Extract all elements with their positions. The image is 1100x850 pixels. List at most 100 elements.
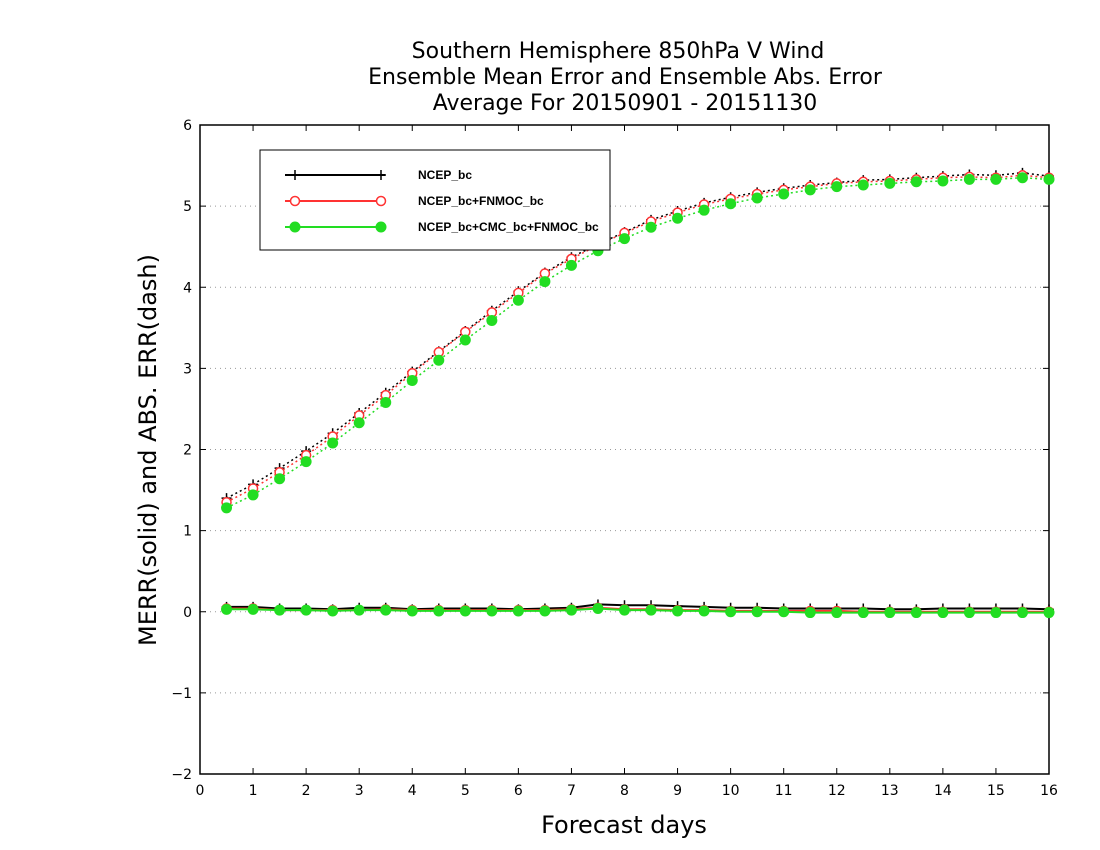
abs-err-point <box>1016 172 1028 184</box>
abs-err-point <box>672 212 684 224</box>
abs-err-point <box>486 315 498 327</box>
legend-item: NCEP_bc+CMC_bc+FNMOC_bc <box>285 220 599 234</box>
x-tick-label: 1 <box>249 783 258 799</box>
merr-point <box>592 603 604 615</box>
x-tick-label: 13 <box>881 783 899 799</box>
merr-point <box>963 607 975 619</box>
merr-point <box>274 604 286 616</box>
y-tick-label: 6 <box>183 118 192 134</box>
abs-err-point <box>380 396 392 408</box>
y-tick-label: 5 <box>183 199 192 215</box>
abs-err-point <box>247 489 259 501</box>
legend-item: NCEP_bc+FNMOC_bc <box>285 194 544 208</box>
merr-point <box>353 604 365 616</box>
merr-point <box>937 607 949 619</box>
abs-err-point <box>353 417 365 429</box>
merr-point <box>751 606 763 618</box>
merr-point <box>565 604 577 616</box>
series-2 <box>221 172 1055 619</box>
x-tick-label: 15 <box>987 783 1005 799</box>
legend-right-point <box>375 221 387 233</box>
x-tick-label: 11 <box>775 783 793 799</box>
chart-title-line-2: Ensemble Mean Error and Ensemble Abs. Er… <box>368 65 883 90</box>
legend: NCEP_bc NCEP_bc+FNMOC_bc NCEP_bc+CMC_bc+FN… <box>259 149 611 251</box>
x-tick-label: 4 <box>408 783 417 799</box>
merr-point <box>1016 607 1028 619</box>
merr-point <box>1043 607 1055 619</box>
merr-point <box>725 606 737 618</box>
legend-right-point <box>375 195 387 207</box>
legend-left-point <box>289 195 301 207</box>
abs-err-point <box>937 175 949 187</box>
x-tick-label: 7 <box>567 783 576 799</box>
merr-point <box>698 605 710 617</box>
abs-err-point <box>1043 173 1055 185</box>
abs-err-point <box>539 276 551 288</box>
x-tick-label: 5 <box>461 783 470 799</box>
legend-label: NCEP_bc+CMC_bc+FNMOC_bc <box>418 220 599 234</box>
merr-point <box>327 605 339 617</box>
abs-err-point <box>910 176 922 188</box>
merr-point <box>778 606 790 618</box>
abs-err-point <box>406 375 418 387</box>
x-tick-label: 10 <box>722 783 740 799</box>
x-tick-label: 2 <box>302 783 311 799</box>
merr-point <box>459 605 471 617</box>
abs-err-point <box>645 221 657 233</box>
merr-point <box>300 604 312 616</box>
x-tick-label: 16 <box>1040 783 1058 799</box>
legend-right-point <box>376 170 386 180</box>
y-tick-label: 4 <box>183 280 192 296</box>
abs-err-point <box>778 188 790 200</box>
legend-item: NCEP_bc <box>285 168 472 182</box>
y-tick-label: −1 <box>171 686 192 702</box>
x-tick-label: 14 <box>934 783 952 799</box>
legend-label: NCEP_bc <box>418 168 472 182</box>
gridlines <box>200 205 1049 694</box>
merr-point <box>645 604 657 616</box>
merr-point <box>884 607 896 619</box>
abs-err-point <box>990 173 1002 185</box>
abs-err-point <box>512 294 524 306</box>
y-tick-label: 2 <box>183 443 192 459</box>
abs-err-point <box>221 502 233 514</box>
x-tick-label: 0 <box>196 783 205 799</box>
merr-point <box>619 604 630 616</box>
merr-point <box>857 607 869 619</box>
x-tick-label: 8 <box>620 783 629 799</box>
series-layer <box>221 167 1055 619</box>
y-tick-label: 1 <box>183 524 192 540</box>
legend-left-point <box>290 170 300 180</box>
abs-err-point <box>804 184 816 196</box>
chart-title: Southern Hemisphere 850hPa V Wind Ensemb… <box>368 39 883 116</box>
merr-point <box>831 607 843 619</box>
abs-err-point <box>300 456 312 468</box>
merr-point <box>247 603 259 615</box>
abs-err-point <box>831 181 843 193</box>
x-tick-label: 9 <box>673 783 682 799</box>
abs-err-point <box>884 177 896 189</box>
merr-point <box>990 607 1002 619</box>
abs-err-point <box>327 437 339 449</box>
abs-err-point <box>751 192 763 204</box>
merr-point <box>539 605 551 617</box>
merr-point <box>512 605 524 617</box>
abs-err-point <box>619 233 630 245</box>
y-tick-label: −2 <box>171 767 192 783</box>
merr-point <box>221 603 233 615</box>
legend-label: NCEP_bc+FNMOC_bc <box>418 194 544 208</box>
chart-title-line-3: Average For 20150901 - 20151130 <box>433 91 818 116</box>
merr-point <box>406 605 418 617</box>
merr-point <box>672 605 684 617</box>
abs-err-point <box>963 173 975 185</box>
y-tick-label: 0 <box>183 605 192 621</box>
abs-err-point <box>459 334 471 346</box>
x-tick-label: 6 <box>514 783 523 799</box>
merr-point <box>486 605 498 617</box>
abs-err-point <box>725 198 737 210</box>
abs-err-point <box>565 259 577 271</box>
merr-point <box>380 604 392 616</box>
x-tick-label: 3 <box>355 783 364 799</box>
